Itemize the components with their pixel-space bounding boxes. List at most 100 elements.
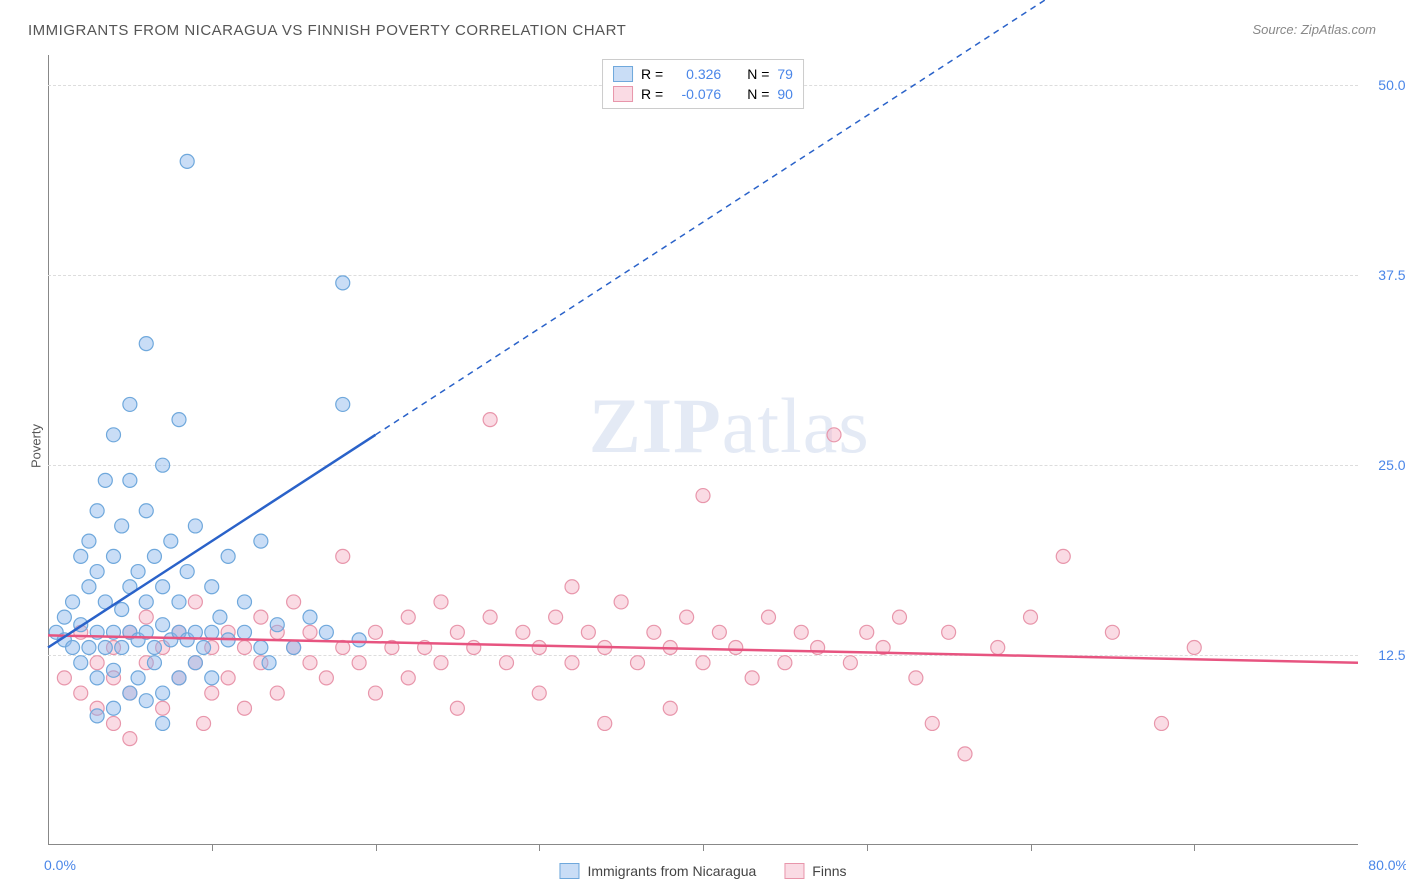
x-tick [212, 845, 213, 851]
data-point-nicaragua [82, 534, 96, 548]
r-value-finns: -0.076 [671, 86, 721, 102]
data-point-finns [197, 716, 211, 730]
data-point-finns [369, 686, 383, 700]
data-point-nicaragua [287, 641, 301, 655]
data-point-finns [712, 625, 726, 639]
data-point-nicaragua [172, 671, 186, 685]
data-point-nicaragua [131, 565, 145, 579]
legend-label-finns: Finns [812, 863, 846, 879]
legend-entry-finns: Finns [784, 863, 846, 879]
data-point-finns [745, 671, 759, 685]
x-tick [539, 845, 540, 851]
data-point-finns [532, 686, 546, 700]
swatch-nicaragua [613, 66, 633, 82]
data-point-nicaragua [156, 618, 170, 632]
data-point-finns [500, 656, 514, 670]
data-point-nicaragua [336, 276, 350, 290]
data-point-finns [303, 656, 317, 670]
x-tick [703, 845, 704, 851]
data-point-finns [958, 747, 972, 761]
data-point-finns [434, 656, 448, 670]
data-point-finns [270, 686, 284, 700]
data-point-finns [401, 610, 415, 624]
data-point-finns [434, 595, 448, 609]
data-point-nicaragua [57, 610, 71, 624]
data-point-finns [319, 671, 333, 685]
data-point-nicaragua [82, 580, 96, 594]
data-point-nicaragua [205, 625, 219, 639]
data-point-nicaragua [164, 534, 178, 548]
data-point-nicaragua [156, 458, 170, 472]
data-point-finns [450, 625, 464, 639]
n-value-nicaragua: 79 [777, 66, 793, 82]
data-point-finns [532, 641, 546, 655]
data-point-nicaragua [254, 641, 268, 655]
data-point-nicaragua [262, 656, 276, 670]
data-point-finns [483, 610, 497, 624]
data-point-finns [893, 610, 907, 624]
data-point-finns [90, 656, 104, 670]
data-point-nicaragua [66, 595, 80, 609]
data-point-finns [762, 610, 776, 624]
data-point-nicaragua [90, 504, 104, 518]
data-point-nicaragua [98, 473, 112, 487]
data-point-finns [696, 656, 710, 670]
data-point-nicaragua [74, 656, 88, 670]
data-point-finns [827, 428, 841, 442]
data-point-finns [614, 595, 628, 609]
data-point-nicaragua [205, 580, 219, 594]
data-point-finns [107, 716, 121, 730]
data-point-finns [598, 716, 612, 730]
data-point-nicaragua [90, 565, 104, 579]
data-point-finns [401, 671, 415, 685]
data-point-finns [729, 641, 743, 655]
source-attribution: Source: ZipAtlas.com [1252, 22, 1376, 37]
data-point-finns [450, 701, 464, 715]
correlation-row-finns: R = -0.076 N = 90 [613, 84, 793, 104]
correlation-row-nicaragua: R = 0.326 N = 79 [613, 64, 793, 84]
data-point-nicaragua [336, 397, 350, 411]
data-point-nicaragua [254, 534, 268, 548]
data-point-nicaragua [172, 595, 186, 609]
data-point-nicaragua [238, 595, 252, 609]
data-point-nicaragua [147, 656, 161, 670]
data-point-finns [778, 656, 792, 670]
data-point-finns [205, 686, 219, 700]
data-point-nicaragua [352, 633, 366, 647]
data-point-finns [254, 610, 268, 624]
data-point-nicaragua [303, 610, 317, 624]
series-legend: Immigrants from Nicaragua Finns [559, 863, 846, 879]
data-point-finns [647, 625, 661, 639]
data-point-finns [139, 610, 153, 624]
data-point-finns [909, 671, 923, 685]
data-point-nicaragua [238, 625, 252, 639]
data-point-nicaragua [115, 603, 129, 617]
data-point-finns [1056, 549, 1070, 563]
data-point-nicaragua [188, 656, 202, 670]
data-point-finns [1105, 625, 1119, 639]
data-point-finns [221, 671, 235, 685]
chart-title: IMMIGRANTS FROM NICARAGUA VS FINNISH POV… [28, 22, 626, 39]
data-point-nicaragua [107, 549, 121, 563]
data-point-finns [1155, 716, 1169, 730]
data-point-nicaragua [180, 565, 194, 579]
data-point-nicaragua [123, 473, 137, 487]
data-point-finns [1187, 641, 1201, 655]
data-point-finns [663, 701, 677, 715]
data-point-nicaragua [213, 610, 227, 624]
y-tick-label: 37.5% [1363, 267, 1406, 283]
data-point-nicaragua [319, 625, 333, 639]
data-point-nicaragua [90, 709, 104, 723]
data-point-finns [1024, 610, 1038, 624]
data-point-finns [565, 580, 579, 594]
x-max-label: 80.0% [1368, 857, 1406, 873]
data-point-nicaragua [180, 154, 194, 168]
data-point-finns [57, 671, 71, 685]
n-value-finns: 90 [777, 86, 793, 102]
data-point-finns [696, 489, 710, 503]
data-point-nicaragua [131, 671, 145, 685]
data-point-nicaragua [147, 549, 161, 563]
data-point-finns [860, 625, 874, 639]
data-point-nicaragua [74, 549, 88, 563]
x-min-label: 0.0% [44, 857, 76, 873]
